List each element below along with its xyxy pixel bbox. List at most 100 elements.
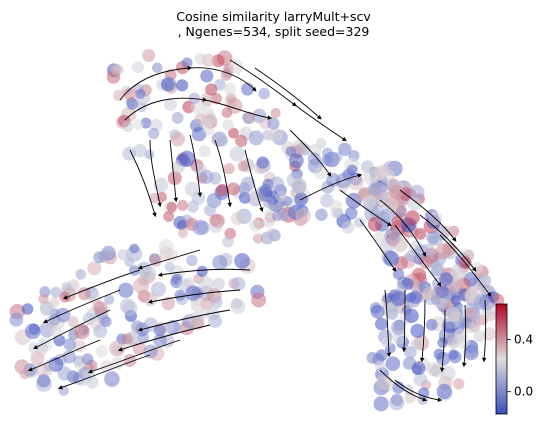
cell-point: [153, 177, 169, 193]
cell-point: [216, 183, 229, 197]
cell-point: [408, 290, 423, 304]
cell-point: [346, 164, 358, 176]
cell-point: [135, 88, 146, 100]
cell-point: [425, 318, 438, 331]
streamline: [461, 304, 467, 368]
colorbar-tick-label: 0.4: [514, 332, 533, 346]
streamline: [379, 369, 428, 402]
cell-point: [321, 154, 333, 166]
cell-point: [437, 337, 449, 349]
streamline: [481, 299, 487, 363]
cell-point: [141, 265, 157, 281]
cell-point: [184, 181, 200, 197]
streamline: [384, 289, 392, 358]
cell-point: [137, 332, 149, 344]
cell-point: [453, 378, 465, 390]
cell-point: [370, 304, 385, 319]
cell-point: [410, 338, 423, 350]
cell-point: [181, 57, 193, 69]
cell-point: [267, 127, 283, 143]
cell-point: [262, 216, 275, 228]
cell-point: [171, 112, 184, 124]
cell-point: [67, 316, 79, 328]
chart-title-line2: , Ngenes=534, split seed=329: [177, 24, 370, 39]
cell-point: [392, 381, 405, 394]
cell-point: [388, 228, 403, 243]
cell-point: [121, 333, 133, 345]
cell-point: [222, 235, 234, 248]
cell-point: [101, 248, 112, 260]
streamline: [394, 379, 443, 402]
cell-point: [392, 322, 406, 336]
cell-point: [179, 150, 195, 167]
streamline: [137, 309, 231, 332]
streamline: [169, 139, 179, 203]
cell-point: [456, 335, 471, 349]
cell-point: [314, 166, 328, 180]
streamline: [62, 269, 141, 300]
cell-point: [9, 312, 24, 327]
cell-point: [361, 195, 377, 210]
cell-point: [170, 131, 185, 147]
cell-point: [143, 344, 158, 359]
cell-point: [410, 323, 425, 338]
cell-point: [209, 214, 222, 227]
cell-point: [473, 330, 486, 342]
streamline: [33, 309, 111, 350]
cell-point: [37, 374, 51, 388]
cell-point: [269, 176, 285, 192]
colorbar-ticks: 0.4 0.0: [507, 332, 533, 399]
cell-point: [228, 127, 239, 139]
cell-point: [275, 191, 287, 202]
cell-point: [122, 300, 138, 316]
cell-point: [409, 184, 425, 200]
cell-point: [262, 196, 275, 209]
streamline: [137, 249, 201, 270]
streamline: [117, 324, 211, 352]
cell-point: [256, 156, 269, 169]
streamline: [439, 309, 446, 373]
cell-point: [93, 324, 108, 339]
cell-point: [212, 277, 225, 291]
cell-point: [376, 374, 392, 391]
cell-point: [383, 250, 400, 267]
streamline: [299, 173, 363, 201]
cell-point: [251, 292, 267, 308]
cell-point: [341, 221, 355, 234]
cell-point: [443, 321, 456, 334]
cell-point: [19, 369, 30, 380]
cell-point: [62, 350, 76, 364]
cell-point: [374, 317, 388, 331]
cell-point: [81, 353, 94, 365]
cell-point: [87, 261, 102, 276]
cell-point: [387, 197, 399, 210]
cell-point: [259, 183, 272, 197]
cell-point: [484, 302, 498, 316]
cell-point: [161, 77, 177, 92]
streamline: [379, 199, 427, 258]
cell-point: [205, 83, 218, 96]
streamline: [229, 59, 347, 142]
cell-point: [132, 61, 144, 74]
cell-point: [292, 180, 307, 195]
cell-point: [238, 182, 251, 195]
streamline: [419, 214, 477, 272]
cell-point: [186, 254, 198, 267]
cell-point: [74, 323, 90, 340]
cell-point: [463, 345, 479, 361]
cell-point: [414, 227, 427, 240]
cell-point: [374, 231, 385, 243]
cell-point: [177, 199, 188, 211]
cell-point: [211, 296, 223, 309]
streamline: [399, 189, 457, 242]
colorbar: [495, 303, 508, 415]
cell-point: [46, 314, 60, 329]
streamline: [419, 299, 426, 363]
cell-point: [482, 327, 497, 341]
cell-point: [379, 237, 395, 254]
cell-point: [335, 173, 351, 189]
chart-title-line1: Cosine similarity larryMult+scv: [176, 9, 371, 24]
streamline: [189, 134, 203, 198]
cell-point: [200, 69, 214, 83]
streamline: [439, 234, 492, 297]
